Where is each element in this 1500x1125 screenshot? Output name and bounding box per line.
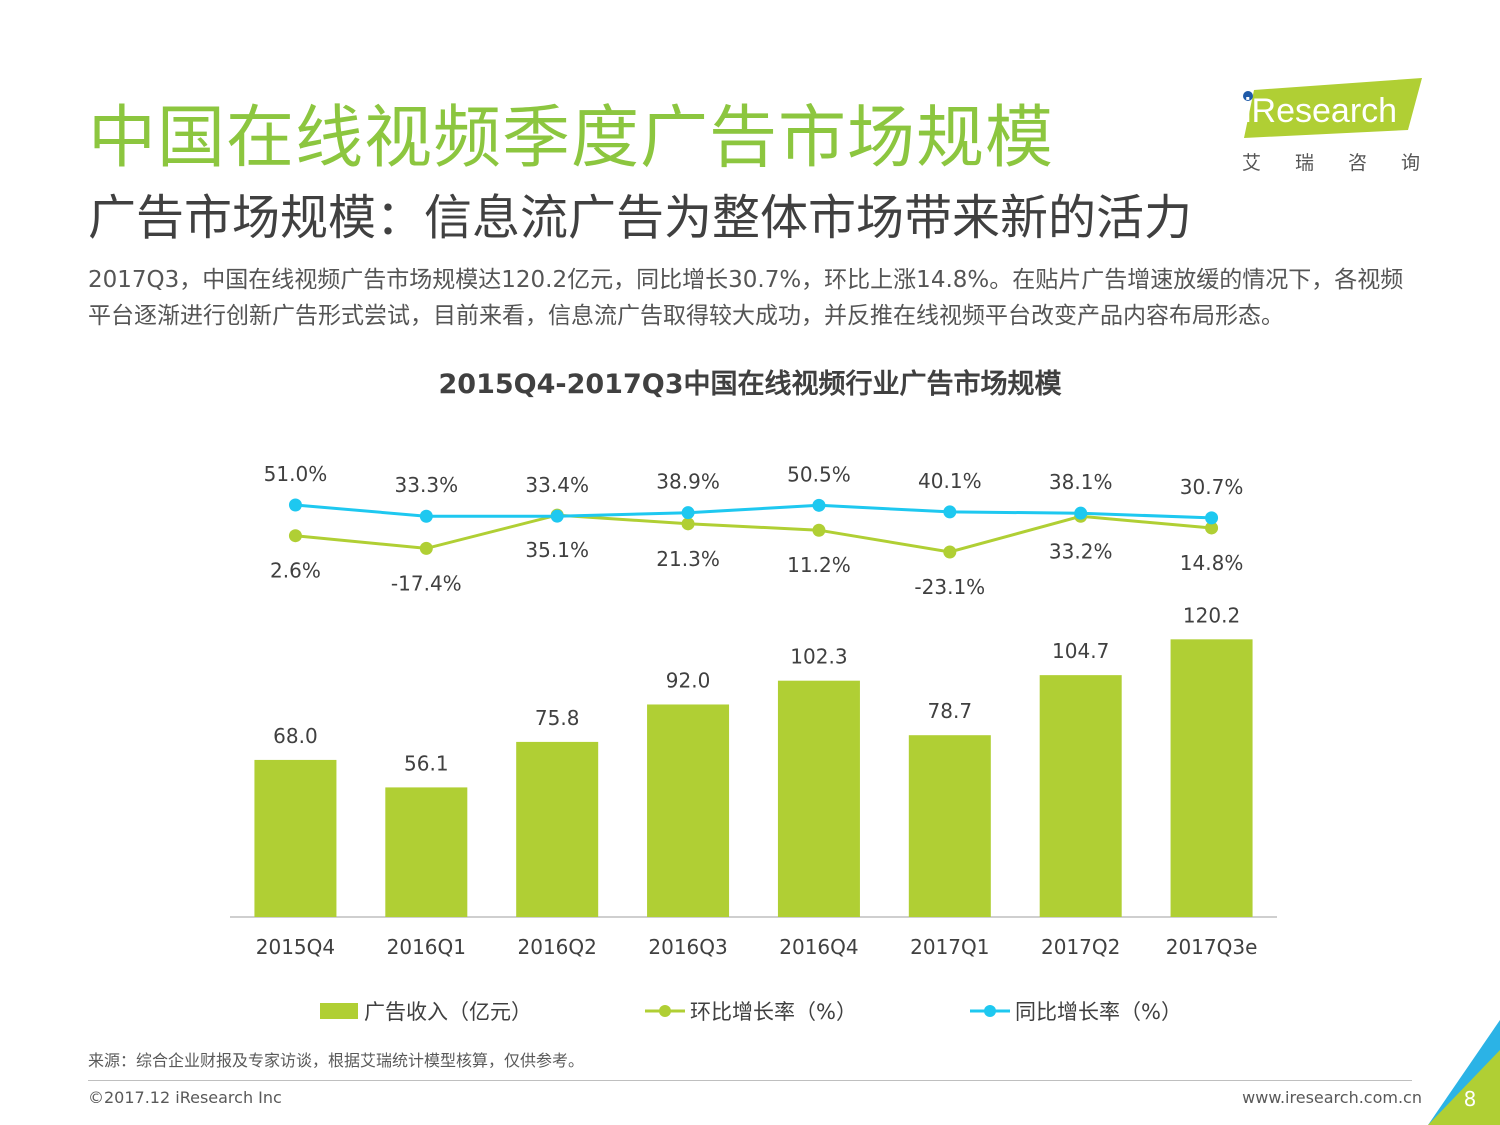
bar-label: 56.1 — [404, 751, 449, 775]
yoy-label: 38.9% — [656, 470, 720, 494]
bar-2017Q2 — [1039, 675, 1122, 917]
mom-growth-point — [1205, 521, 1219, 535]
mom-growth-point — [681, 517, 695, 531]
x-tick-label: 2016Q4 — [779, 935, 858, 959]
logo-text: iResearch — [1244, 92, 1398, 130]
bar-label: 75.8 — [535, 706, 580, 730]
x-tick-label: 2016Q2 — [518, 935, 597, 959]
mom-growth-point — [419, 541, 433, 555]
x-tick-label: 2017Q3e — [1166, 935, 1258, 959]
yoy-growth-point — [419, 509, 433, 523]
bar-2017Q1 — [908, 735, 991, 917]
copyright-text: ©2017.12 iResearch Inc — [88, 1088, 282, 1107]
yoy-growth-point — [1074, 506, 1088, 520]
bar-label: 104.7 — [1052, 639, 1109, 663]
corner-decoration-icon — [1428, 1020, 1500, 1125]
yoy-growth-point — [812, 498, 826, 512]
legend-bar-swatch — [320, 1003, 358, 1019]
x-tick-label: 2015Q4 — [256, 935, 335, 959]
yoy-growth-point — [681, 506, 695, 520]
mom-growth-line — [295, 513, 1212, 554]
x-tick-label: 2017Q2 — [1041, 935, 1120, 959]
page-description: 2017Q3，中国在线视频广告市场规模达120.2亿元，同比增长30.7%，环比… — [88, 267, 1404, 329]
bar-label: 102.3 — [790, 645, 847, 669]
page-title: 中国在线视频季度广告市场规模 — [88, 99, 1055, 178]
mom-growth-point — [812, 523, 826, 537]
mom-label: 2.6% — [270, 559, 321, 583]
yoy-growth-point — [550, 509, 564, 523]
legend-bar-label: 广告收入（亿元） — [364, 1000, 532, 1024]
legend-yoy-marker — [984, 1005, 996, 1017]
yoy-label: 33.3% — [395, 473, 459, 497]
bar-2016Q4 — [777, 680, 860, 917]
bar-label: 92.0 — [666, 668, 711, 692]
mom-label: 33.2% — [1049, 539, 1113, 563]
x-tick-label: 2017Q1 — [910, 935, 989, 959]
website-link[interactable]: www.iresearch.com.cn — [1242, 1088, 1422, 1107]
yoy-label: 40.1% — [918, 469, 982, 493]
bar-2016Q2 — [516, 741, 599, 917]
yoy-label: 38.1% — [1049, 470, 1113, 494]
source-note: 来源：综合企业财报及专家访谈，根据艾瑞统计模型核算，仅供参考。 — [88, 1051, 585, 1070]
bar-label: 78.7 — [928, 699, 973, 723]
mom-label: 11.2% — [787, 553, 851, 577]
page-number: 8 — [1463, 1087, 1477, 1111]
bar-2017Q3e — [1170, 639, 1253, 917]
legend-mom-label: 环比增长率（%） — [690, 1000, 857, 1024]
logo-badge-icon — [1243, 78, 1422, 138]
chart-title: 2015Q4-2017Q3中国在线视频行业广告市场规模 — [438, 369, 1062, 400]
logo-chinese-text: 艾瑞咨询 — [1242, 152, 1455, 174]
yoy-growth-line — [295, 503, 1212, 520]
mom-label: -23.1% — [914, 575, 985, 599]
mom-growth-point — [943, 545, 957, 559]
bar-2016Q3 — [647, 704, 730, 917]
bar-label: 120.2 — [1183, 603, 1240, 627]
legend-yoy-label: 同比增长率（%） — [1015, 1000, 1182, 1024]
yoy-growth-point — [943, 505, 957, 519]
mom-label: 14.8% — [1180, 551, 1244, 575]
bar-label: 68.0 — [273, 724, 318, 748]
iresearch-logo: iResearch 艾瑞咨询 — [1236, 78, 1436, 178]
x-tick-label: 2016Q3 — [648, 935, 727, 959]
bar-2015Q4 — [254, 759, 337, 917]
yoy-label: 51.0% — [264, 462, 328, 486]
mom-label: 35.1% — [525, 538, 589, 562]
mom-growth-point — [288, 529, 302, 543]
yoy-label: 30.7% — [1180, 475, 1244, 499]
yoy-growth-point — [288, 498, 302, 512]
footer-divider — [88, 1080, 1412, 1081]
page-subtitle: 广告市场规模：信息流广告为整体市场带来新的活力 — [88, 190, 1193, 246]
yoy-label: 50.5% — [787, 462, 851, 486]
ad-market-chart: 68.0 2015Q4 56.1 2016Q1 75.8 2016Q2 92.0 2016Q3… — [230, 462, 1277, 1024]
yoy-growth-point — [1205, 511, 1219, 525]
yoy-label: 33.4% — [525, 473, 589, 497]
legend-mom-marker — [659, 1005, 671, 1017]
mom-label: 21.3% — [656, 547, 720, 571]
mom-label: -17.4% — [391, 571, 462, 595]
bar-2016Q1 — [385, 787, 468, 917]
x-tick-label: 2016Q1 — [387, 935, 466, 959]
